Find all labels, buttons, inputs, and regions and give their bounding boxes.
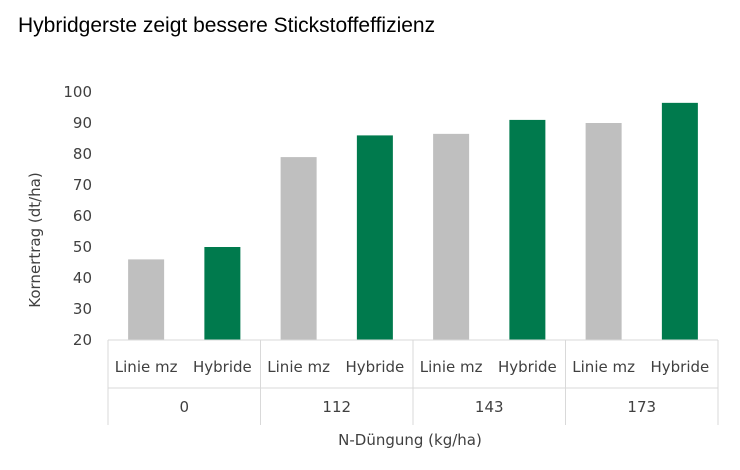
y-axis: 20 30 40 50 60 70 80 90 100	[63, 83, 92, 349]
y-tick-label: 50	[73, 238, 92, 256]
bar	[661, 102, 698, 340]
y-tick-label: 40	[73, 269, 92, 287]
group-label: 143	[475, 398, 504, 416]
x-tick-label: Hybride	[345, 358, 404, 376]
x-tick-label: Linie mz	[572, 358, 635, 376]
bar	[509, 119, 546, 341]
x-axis-label: N-Düngung (kg/ha)	[338, 431, 482, 449]
x-tick-label: Linie mz	[115, 358, 178, 376]
x-tick-label: Hybride	[650, 358, 709, 376]
group-label: 112	[322, 398, 351, 416]
x-tick-label: Linie mz	[420, 358, 483, 376]
x-axis: Linie mz Hybride 0 Linie mz Hybride 112 Linie …	[107, 339, 719, 425]
group-label: 0	[179, 398, 189, 416]
bars	[128, 102, 698, 341]
x-tick-label: Hybride	[498, 358, 557, 376]
bar	[433, 133, 470, 340]
x-tick-label: Linie mz	[267, 358, 330, 376]
chart-title: Hybridgerste zeigt bessere Stickstoffeff…	[18, 14, 436, 37]
y-axis-label: Kornertrag (dt/ha)	[26, 172, 44, 307]
bar	[128, 259, 165, 340]
y-tick-label: 20	[73, 331, 92, 349]
y-tick-label: 30	[73, 300, 92, 318]
bar	[204, 247, 241, 340]
x-tick-label: Hybride	[193, 358, 252, 376]
y-tick-label: 70	[73, 176, 92, 194]
y-tick-label: 80	[73, 145, 92, 163]
bar	[356, 135, 393, 340]
y-tick-label: 90	[73, 114, 92, 132]
bar	[280, 157, 317, 340]
y-tick-label: 100	[63, 83, 92, 101]
group-label: 173	[627, 398, 656, 416]
bar	[585, 123, 622, 340]
y-tick-label: 60	[73, 207, 92, 225]
